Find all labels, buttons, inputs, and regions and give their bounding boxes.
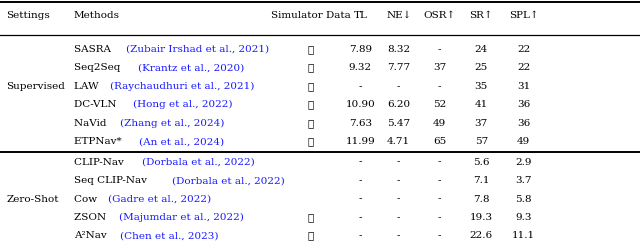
Text: (Raychaudhuri et al., 2021): (Raychaudhuri et al., 2021) [109,82,254,91]
Text: Cow: Cow [74,194,100,204]
Text: ✓: ✓ [307,119,314,128]
Text: -: - [358,194,362,204]
Text: 7.8: 7.8 [473,194,490,204]
Text: -: - [358,157,362,167]
Text: 7.89: 7.89 [349,45,372,54]
Text: (Krantz et al., 2020): (Krantz et al., 2020) [138,63,244,72]
Text: DC-VLN: DC-VLN [74,100,119,109]
Text: ✓: ✓ [307,45,314,54]
Text: ETPNav*: ETPNav* [74,137,124,146]
Text: (Chen et al., 2023): (Chen et al., 2023) [120,231,218,241]
Text: -: - [438,194,442,204]
Text: Simulator Data: Simulator Data [271,11,350,20]
Text: 7.63: 7.63 [349,119,372,128]
Text: 22: 22 [517,45,530,54]
Text: SPL↑: SPL↑ [509,11,538,20]
Text: 7.1: 7.1 [473,176,490,185]
Text: -: - [397,82,401,91]
Text: NE↓: NE↓ [386,11,412,20]
Text: 10.90: 10.90 [346,100,375,109]
Text: -: - [358,231,362,241]
Text: 5.47: 5.47 [387,119,410,128]
Text: -: - [358,213,362,222]
Text: 65: 65 [433,137,446,146]
Text: SR↑: SR↑ [470,11,493,20]
Text: (Gadre et al., 2022): (Gadre et al., 2022) [108,194,211,204]
Text: -: - [438,231,442,241]
Text: -: - [438,45,442,54]
Text: 31: 31 [517,82,530,91]
Text: 5.6: 5.6 [473,157,490,167]
Text: TL: TL [353,11,367,20]
Text: Methods: Methods [74,11,120,20]
Text: ZSON: ZSON [74,213,109,222]
Text: 24: 24 [475,45,488,54]
Text: 41: 41 [475,100,488,109]
Text: Seq2Seq: Seq2Seq [74,63,124,72]
Text: -: - [358,176,362,185]
Text: 8.32: 8.32 [387,45,410,54]
Text: (Majumdar et al., 2022): (Majumdar et al., 2022) [119,213,244,222]
Text: ✓: ✓ [307,100,314,109]
Text: OSR↑: OSR↑ [424,11,456,20]
Text: ✓: ✓ [307,213,314,222]
Text: 22: 22 [517,63,530,72]
Text: 3.7: 3.7 [515,176,532,185]
Text: 37: 37 [433,63,446,72]
Text: 57: 57 [475,137,488,146]
Text: Seq CLIP-Nav: Seq CLIP-Nav [74,176,150,185]
Text: (Zhang et al., 2024): (Zhang et al., 2024) [120,119,224,128]
Text: (An et al., 2024): (An et al., 2024) [140,137,225,146]
Text: 49: 49 [517,137,530,146]
Text: 52: 52 [433,100,446,109]
Text: SASRA: SASRA [74,45,114,54]
Text: 19.3: 19.3 [470,213,493,222]
Text: Supervised: Supervised [6,82,65,91]
Text: -: - [397,157,401,167]
Text: CLIP-Nav: CLIP-Nav [74,157,127,167]
Text: 4.71: 4.71 [387,137,410,146]
Text: 22.6: 22.6 [470,231,493,241]
Text: ✓: ✓ [307,231,314,241]
Text: 7.77: 7.77 [387,63,410,72]
Text: -: - [397,213,401,222]
Text: 49: 49 [433,119,446,128]
Text: 9.3: 9.3 [515,213,532,222]
Text: Zero-Shot: Zero-Shot [6,194,59,204]
Text: (Hong et al., 2022): (Hong et al., 2022) [132,100,232,109]
Text: -: - [438,176,442,185]
Text: ✓: ✓ [307,82,314,91]
Text: ✓: ✓ [307,63,314,72]
Text: 11.99: 11.99 [346,137,375,146]
Text: -: - [397,194,401,204]
Text: 25: 25 [475,63,488,72]
Text: Settings: Settings [6,11,50,20]
Text: -: - [397,176,401,185]
Text: 5.8: 5.8 [515,194,532,204]
Text: ✓: ✓ [307,137,314,146]
Text: 6.20: 6.20 [387,100,410,109]
Text: (Zubair Irshad et al., 2021): (Zubair Irshad et al., 2021) [125,45,269,54]
Text: -: - [438,157,442,167]
Text: 35: 35 [475,82,488,91]
Text: (Dorbala et al., 2022): (Dorbala et al., 2022) [142,157,255,167]
Text: A²Nav: A²Nav [74,231,109,241]
Text: 37: 37 [475,119,488,128]
Text: 11.1: 11.1 [512,231,535,241]
Text: -: - [438,82,442,91]
Text: -: - [358,82,362,91]
Text: 36: 36 [517,100,530,109]
Text: NaVid: NaVid [74,119,109,128]
Text: 9.32: 9.32 [349,63,372,72]
Text: LAW: LAW [74,82,102,91]
Text: -: - [438,213,442,222]
Text: -: - [397,231,401,241]
Text: (Dorbala et al., 2022): (Dorbala et al., 2022) [172,176,285,185]
Text: 36: 36 [517,119,530,128]
Text: 2.9: 2.9 [515,157,532,167]
